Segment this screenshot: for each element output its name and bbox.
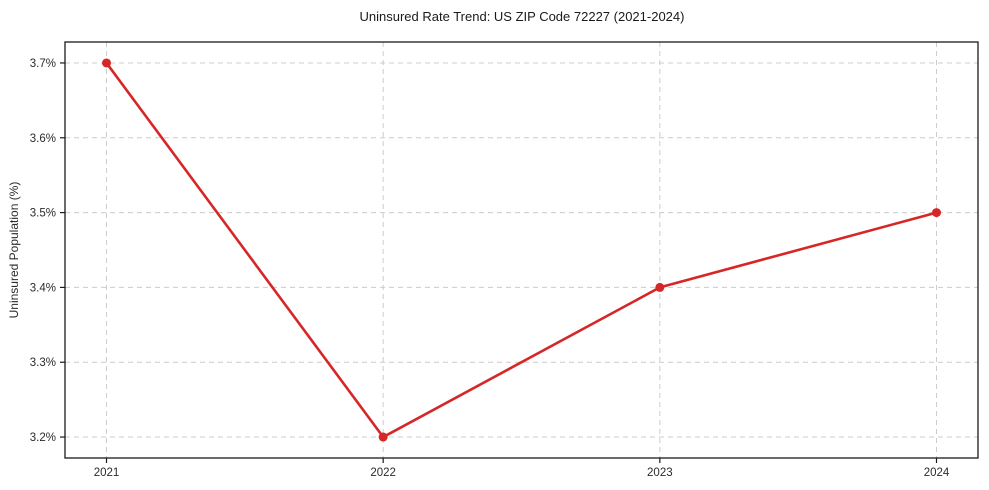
y-tick-label: 3.5% [30,208,56,220]
data-point-marker [102,58,111,68]
x-tick-label: 2024 [924,467,950,479]
data-point-marker [655,282,665,292]
trend-line [105,61,938,439]
data-point-marker [932,208,941,218]
y-tick-label: 3.7% [30,58,56,70]
y-tick-label: 3.4% [30,282,56,294]
data-point-marker [378,432,388,442]
x-tick-label: 2021 [94,467,120,479]
chart-title: Uninsured Rate Trend: US ZIP Code 72227 … [359,9,685,24]
y-tick-label: 3.2% [30,432,56,444]
y-tick-label: 3.6% [30,133,56,145]
y-axis-label: Uninsured Population (%) [7,181,21,319]
y-tick-label: 3.3% [30,357,56,369]
x-tick-label: 2023 [647,467,673,479]
x-tick-label: 2022 [370,467,396,479]
plot-border [64,41,979,459]
